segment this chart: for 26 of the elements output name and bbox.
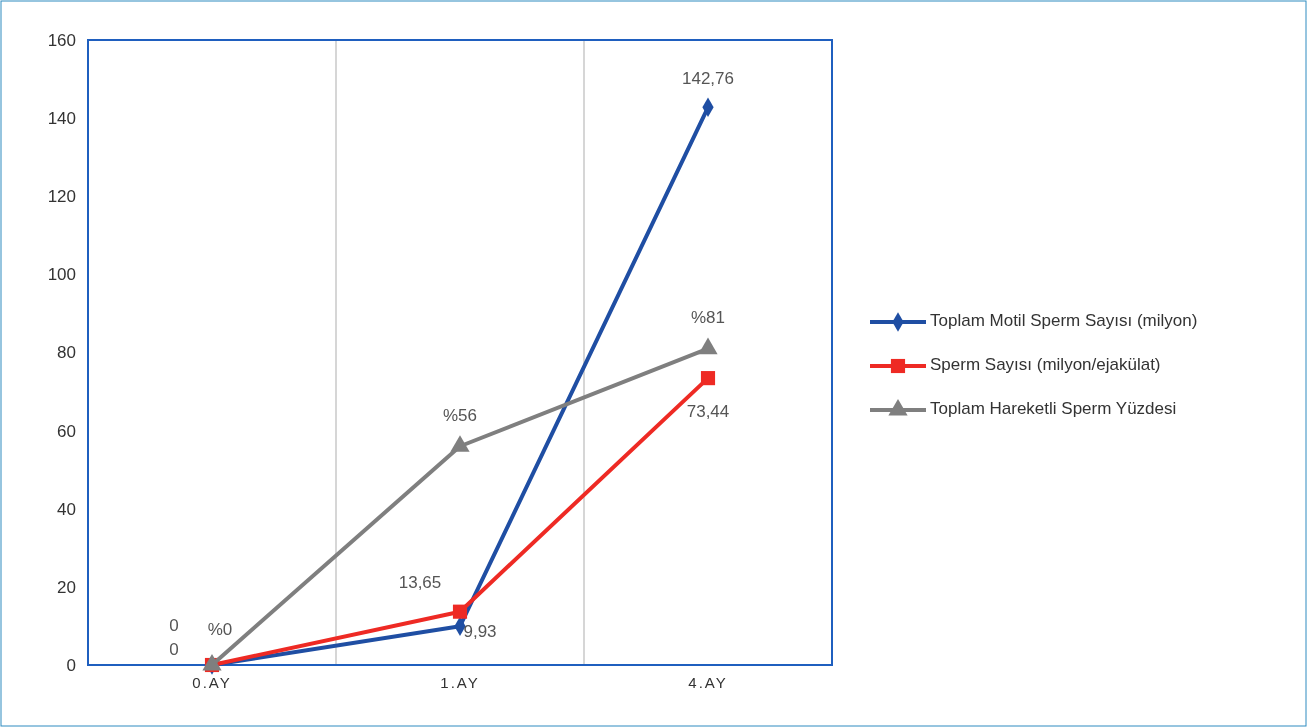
point <box>700 371 716 386</box>
y-tick-label: 100 <box>47 265 76 285</box>
y-tick-label: 120 <box>47 187 76 207</box>
legend-label: Toplam Hareketli Sperm Yüzdesi <box>930 399 1177 419</box>
y-tick-label: 160 <box>47 30 76 50</box>
data-label: 0 <box>169 640 179 660</box>
y-tick-label: 0 <box>66 655 76 675</box>
x-tick-label: 1.AY <box>440 673 480 691</box>
data-label: 142,76 <box>682 68 734 88</box>
legend-label: Toplam Motil Sperm Sayısı (milyon) <box>930 311 1198 331</box>
y-tick-label: 140 <box>47 109 76 129</box>
data-label: 9,93 <box>463 621 497 641</box>
data-label: 73,44 <box>686 401 730 421</box>
y-tick-label: 20 <box>57 577 76 597</box>
data-label: %81 <box>690 308 726 328</box>
legend-label: Sperm Sayısı (milyon/ejakülat) <box>930 355 1161 375</box>
data-label: %0 <box>207 620 233 640</box>
y-tick-label: 40 <box>57 499 76 519</box>
x-tick-label: 0.AY <box>192 673 232 691</box>
data-label: 13,65 <box>398 573 442 593</box>
y-tick-label: 60 <box>57 421 76 441</box>
data-label: %56 <box>442 405 478 425</box>
y-tick-label: 80 <box>57 343 76 363</box>
x-tick-label: 4.AY <box>688 673 728 691</box>
data-label: 0 <box>169 616 179 636</box>
point <box>452 604 468 619</box>
